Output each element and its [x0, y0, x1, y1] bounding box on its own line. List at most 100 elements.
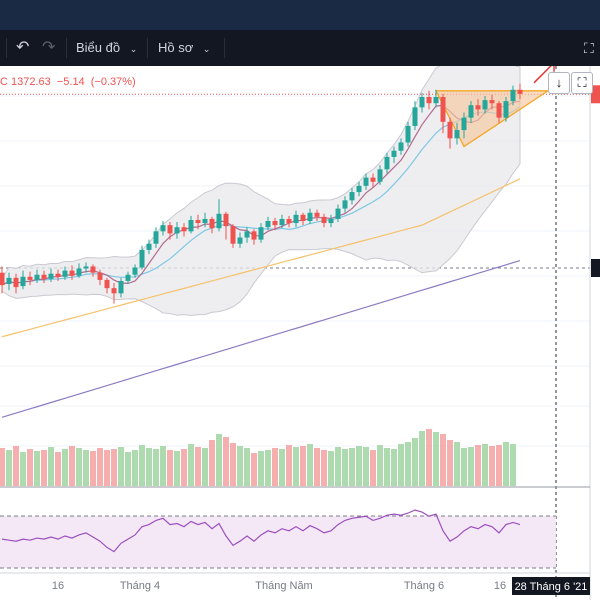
volume-bar	[321, 450, 327, 486]
candle-body	[496, 103, 502, 118]
candle-body	[83, 266, 89, 269]
volume-bar	[342, 449, 348, 486]
volume-bar	[272, 448, 278, 486]
volume-bar	[174, 451, 180, 486]
chart-area[interactable]: 16 Tháng 4 Tháng Năm Tháng 6 16 28 Tháng 6 '2…	[0, 59, 600, 600]
crosshair-date-label: 28 Tháng 6 '21	[515, 581, 588, 593]
volume-bar	[349, 448, 355, 486]
candle-body	[321, 216, 327, 224]
chart-toolbar: ↶ ↷ Biểu đồ ⌄ Hồ sơ ⌄ ⛶	[0, 30, 600, 66]
volume-bar	[461, 448, 467, 486]
volume-bar	[440, 434, 446, 486]
candle-body	[55, 273, 61, 277]
candle-body	[48, 273, 54, 279]
candle-body	[216, 213, 222, 229]
candle-body	[412, 107, 418, 126]
candle-body	[293, 214, 299, 224]
candle-body	[6, 277, 12, 285]
ohlc-legend: C 1372.63 −5.14 (−0.37%)	[0, 76, 136, 88]
volume-bar	[90, 451, 96, 486]
time-axis-label: Tháng 4	[120, 580, 160, 592]
volume-bar	[230, 443, 236, 486]
volume-bar	[510, 444, 516, 486]
volume-bar	[69, 446, 75, 486]
candle-body	[174, 227, 180, 234]
volume-bar	[475, 445, 481, 486]
candle-body	[286, 218, 292, 224]
volume-bar	[398, 444, 404, 486]
crosshair-price-tag	[591, 259, 600, 277]
volume-bar	[454, 442, 460, 486]
volume-bar	[20, 452, 26, 486]
volume-bar	[363, 447, 369, 486]
candle-body	[160, 225, 166, 232]
volume-bar	[153, 449, 159, 486]
undo-icon[interactable]: ↶	[16, 39, 30, 56]
volume-bar	[195, 447, 201, 486]
chart-menu-button[interactable]: Biểu đồ ⌄	[76, 30, 137, 66]
fullscreen-icon[interactable]: ⛶	[584, 40, 594, 56]
profile-menu-button[interactable]: Hồ sơ ⌄	[158, 30, 210, 66]
candle-body	[482, 100, 488, 110]
volume-bar	[167, 450, 173, 486]
volume-bar	[13, 446, 19, 486]
close-value: 1372.63	[11, 76, 51, 88]
volume-bar	[328, 451, 334, 486]
candle-body	[104, 279, 110, 289]
volume-bar	[356, 446, 362, 486]
volume-bar	[83, 450, 89, 486]
arrow-down-icon: ↓	[555, 75, 563, 90]
volume-bar	[0, 448, 5, 486]
candle-body	[384, 156, 390, 170]
volume-bar	[237, 446, 243, 486]
volume-bar	[223, 437, 229, 486]
candle-body	[230, 226, 236, 244]
candle-body	[475, 105, 481, 110]
expand-icon: ⛶	[577, 75, 587, 90]
toolbar-separator	[224, 38, 225, 58]
candle-body	[258, 227, 264, 240]
candle-body	[90, 266, 96, 273]
candle-body	[265, 221, 271, 228]
volume-bar	[335, 447, 341, 486]
change-value: −5.14	[56, 76, 85, 88]
candle-body	[503, 101, 509, 118]
fullscreen-chart-button[interactable]: ⛶	[571, 72, 593, 94]
candle-body	[202, 218, 208, 224]
volume-bar	[55, 452, 61, 486]
candle-body	[377, 169, 383, 182]
candle-body	[447, 121, 453, 139]
volume-bar	[244, 448, 250, 486]
scroll-to-latest-button[interactable]: ↓	[548, 72, 570, 94]
candle-body	[391, 150, 397, 157]
breakout-arrow	[533, 62, 555, 84]
volume-bar	[209, 440, 215, 486]
candle-body	[314, 212, 320, 217]
candle-body	[188, 219, 194, 232]
redo-icon[interactable]: ↷	[42, 39, 56, 56]
candle-body	[139, 249, 145, 268]
volume-bar	[412, 438, 418, 486]
volume-bar	[482, 444, 488, 486]
candle-body	[125, 274, 131, 281]
volume-bar	[111, 449, 117, 486]
candle-body	[76, 268, 82, 276]
candle-body	[146, 243, 152, 250]
volume-bar	[118, 447, 124, 486]
chevron-down-icon: ⌄	[202, 44, 211, 54]
volume-bar	[370, 450, 376, 486]
volume-bar	[468, 447, 474, 486]
profile-menu-label: Hồ sơ	[158, 40, 194, 55]
volume-bar	[76, 448, 82, 486]
volume-bar	[293, 447, 299, 486]
volume-bar	[503, 442, 509, 486]
candle-body	[279, 218, 285, 226]
candle-body	[20, 276, 26, 287]
volume-bar	[300, 446, 306, 486]
candle-body	[34, 274, 40, 280]
volume-bar	[62, 449, 68, 486]
candle-body	[97, 272, 103, 280]
candlestick-chart[interactable]: 16 Tháng 4 Tháng Năm Tháng 6 16 28 Tháng 6 '2…	[0, 59, 600, 600]
candle-body	[195, 219, 201, 224]
volume-bar	[181, 449, 187, 486]
